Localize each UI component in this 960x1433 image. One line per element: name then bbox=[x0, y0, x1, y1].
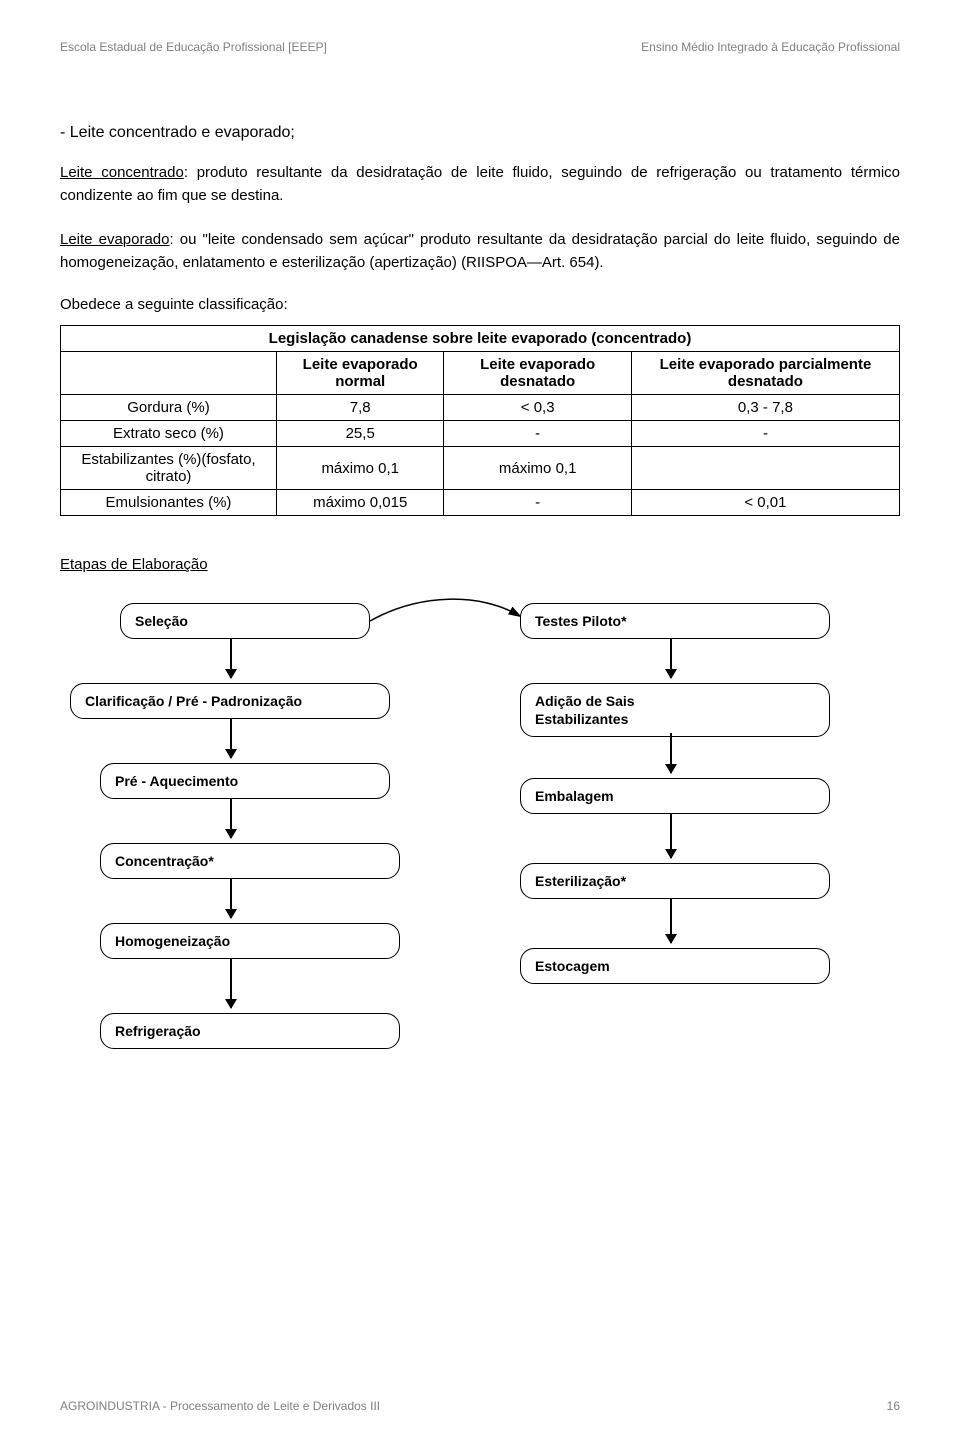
arrow-down bbox=[670, 813, 672, 858]
arrow-down bbox=[230, 798, 232, 838]
flow-box-esterilizacao: Esterilização* bbox=[520, 863, 830, 899]
page-footer: AGROINDUSTRIA - Processamento de Leite e… bbox=[60, 1399, 900, 1413]
cell: Emulsionantes (%) bbox=[61, 490, 277, 516]
flow-box-homogeneizacao: Homogeneização bbox=[100, 923, 400, 959]
para1-body: : produto resultante da desidratação de … bbox=[60, 164, 900, 204]
cell: máximo 0,1 bbox=[444, 447, 631, 490]
arrow-down bbox=[230, 878, 232, 918]
cell: - bbox=[444, 421, 631, 447]
obedece-line: Obedece a seguinte classificação: bbox=[60, 296, 900, 313]
cell bbox=[631, 447, 899, 490]
cell: < 0,3 bbox=[444, 395, 631, 421]
flow-box-estocagem: Estocagem bbox=[520, 948, 830, 984]
table-row: Estabilizantes (%)(fosfato, citrato) máx… bbox=[61, 447, 900, 490]
section-title: - Leite concentrado e evaporado; bbox=[60, 124, 900, 142]
col-header-1: Leite evaporado normal bbox=[276, 352, 443, 395]
table-row: Extrato seco (%) 25,5 - - bbox=[61, 421, 900, 447]
cell: - bbox=[444, 490, 631, 516]
arrow-down bbox=[670, 898, 672, 943]
flowchart: Seleção Clarificação / Pré - Padronizaçã… bbox=[60, 603, 900, 1163]
col-header-3: Leite evaporado parcialmente desnatado bbox=[631, 352, 899, 395]
page-header: Escola Estadual de Educação Profissional… bbox=[60, 40, 900, 54]
flow-box-adicao-sais: Adição de Sais Estabilizantes bbox=[520, 683, 830, 737]
table-title-row: Legislação canadense sobre leite evapora… bbox=[61, 326, 900, 352]
footer-left: AGROINDUSTRIA - Processamento de Leite e… bbox=[60, 1399, 380, 1413]
arrow-down bbox=[230, 638, 232, 678]
cell: - bbox=[631, 421, 899, 447]
classification-table: Legislação canadense sobre leite evapora… bbox=[60, 325, 900, 516]
flow-box-testes-piloto: Testes Piloto* bbox=[520, 603, 830, 639]
cell: Gordura (%) bbox=[61, 395, 277, 421]
cell: Estabilizantes (%)(fosfato, citrato) bbox=[61, 447, 277, 490]
cell: 7,8 bbox=[276, 395, 443, 421]
col-header-2: Leite evaporado desnatado bbox=[444, 352, 631, 395]
etapas-title: Etapas de Elaboração bbox=[60, 556, 900, 573]
arrow-down bbox=[670, 733, 672, 773]
arrow-down bbox=[670, 638, 672, 678]
header-right: Ensino Médio Integrado à Educação Profis… bbox=[641, 40, 900, 54]
arrow-down bbox=[230, 958, 232, 1008]
flow-box-concentracao: Concentração* bbox=[100, 843, 400, 879]
table-title: Legislação canadense sobre leite evapora… bbox=[61, 326, 900, 352]
flow-box-clarificacao: Clarificação / Pré - Padronização bbox=[70, 683, 390, 719]
header-left: Escola Estadual de Educação Profissional… bbox=[60, 40, 327, 54]
para2-body: : ou "leite condensado sem açúcar" produ… bbox=[60, 231, 900, 271]
page: Escola Estadual de Educação Profissional… bbox=[0, 0, 960, 1433]
term-leite-evaporado: Leite evaporado bbox=[60, 231, 170, 248]
cell: máximo 0,1 bbox=[276, 447, 443, 490]
table-row: Emulsionantes (%) máximo 0,015 - < 0,01 bbox=[61, 490, 900, 516]
flow-box-refrigeracao: Refrigeração bbox=[100, 1013, 400, 1049]
paragraph-evaporado: Leite evaporado: ou "leite condensado se… bbox=[60, 229, 900, 274]
table-header-row: Leite evaporado normal Leite evaporado d… bbox=[61, 352, 900, 395]
paragraph-concentrado: Leite concentrado: produto resultante da… bbox=[60, 162, 900, 207]
col-header-0 bbox=[61, 352, 277, 395]
cell: 0,3 - 7,8 bbox=[631, 395, 899, 421]
cell: < 0,01 bbox=[631, 490, 899, 516]
table-row: Gordura (%) 7,8 < 0,3 0,3 - 7,8 bbox=[61, 395, 900, 421]
cell: Extrato seco (%) bbox=[61, 421, 277, 447]
cell: máximo 0,015 bbox=[276, 490, 443, 516]
flow-box-preaquecimento: Pré - Aquecimento bbox=[100, 763, 390, 799]
footer-page-number: 16 bbox=[887, 1399, 900, 1413]
arrow-down bbox=[230, 718, 232, 758]
cell: 25,5 bbox=[276, 421, 443, 447]
flow-box-embalagem: Embalagem bbox=[520, 778, 830, 814]
term-leite-concentrado: Leite concentrado bbox=[60, 164, 184, 181]
flow-box-selecao: Seleção bbox=[120, 603, 370, 639]
